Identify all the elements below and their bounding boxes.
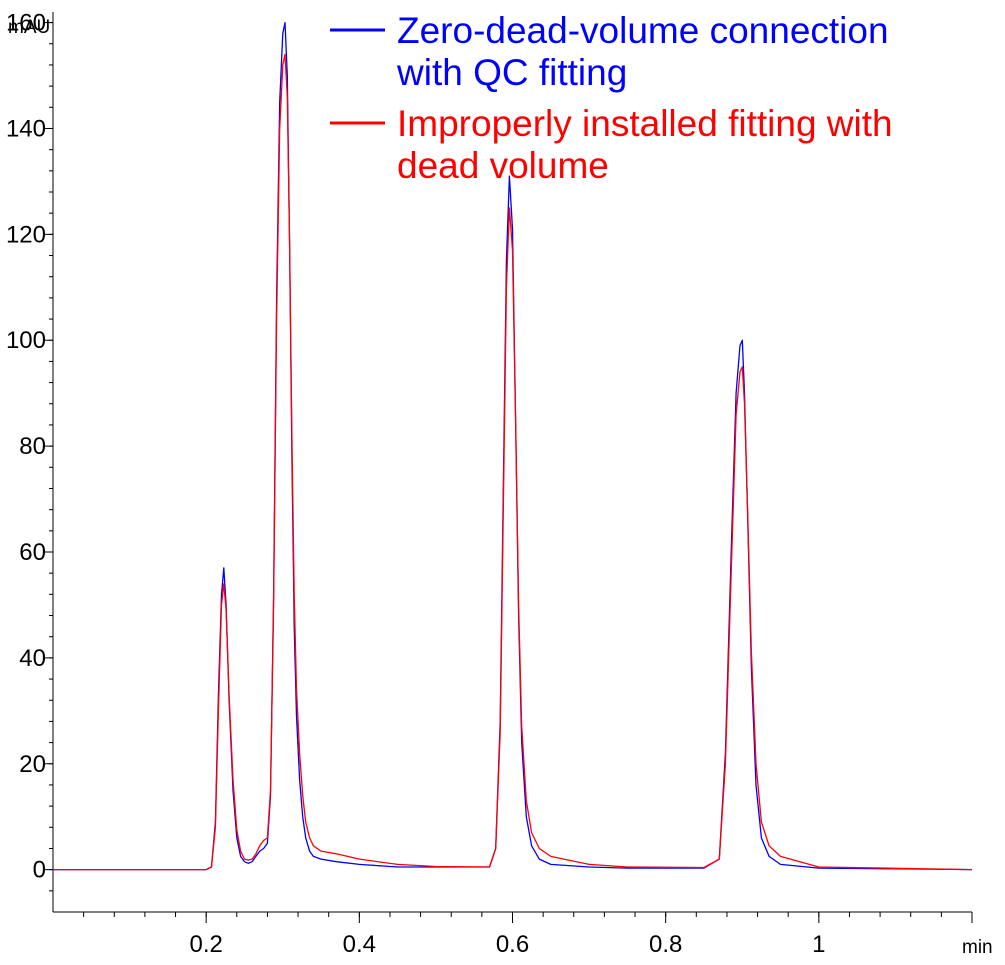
x-tick-label: 1	[812, 931, 825, 958]
y-tick-label: 40	[19, 645, 46, 672]
x-tick-label: 0.8	[649, 931, 682, 958]
series-line-1	[53, 21, 973, 871]
y-tick-label: 80	[19, 433, 46, 460]
legend-label-2: Improperly installed fitting with	[397, 103, 893, 144]
y-axis-unit-label: mAU	[8, 17, 50, 38]
legend-label-2-cont: dead volume	[397, 145, 609, 186]
y-tick-label: 160	[6, 10, 46, 37]
x-axis-unit-label: min	[962, 937, 993, 958]
x-tick-label: 0.6	[496, 931, 529, 958]
x-tick-label: 0.4	[343, 931, 376, 958]
y-tick-label: 100	[6, 327, 46, 354]
axes: 0.2 0.4 0.6 0.8 1 0 20 40 60 80 100 120 140 160	[6, 10, 973, 958]
series-line-2	[53, 53, 973, 871]
y-tick-label: 60	[19, 539, 46, 566]
y-tick-label: 20	[19, 751, 46, 778]
y-tick-label: 140	[6, 115, 46, 142]
x-tick-label: 0.2	[189, 931, 222, 958]
y-tick-label: 0	[33, 857, 46, 884]
legend-label-1-cont: with QC fitting	[396, 52, 627, 93]
plot-area	[53, 21, 973, 871]
y-tick-label: 120	[6, 221, 46, 248]
legend-label-1: Zero-dead-volume connection	[397, 10, 889, 51]
